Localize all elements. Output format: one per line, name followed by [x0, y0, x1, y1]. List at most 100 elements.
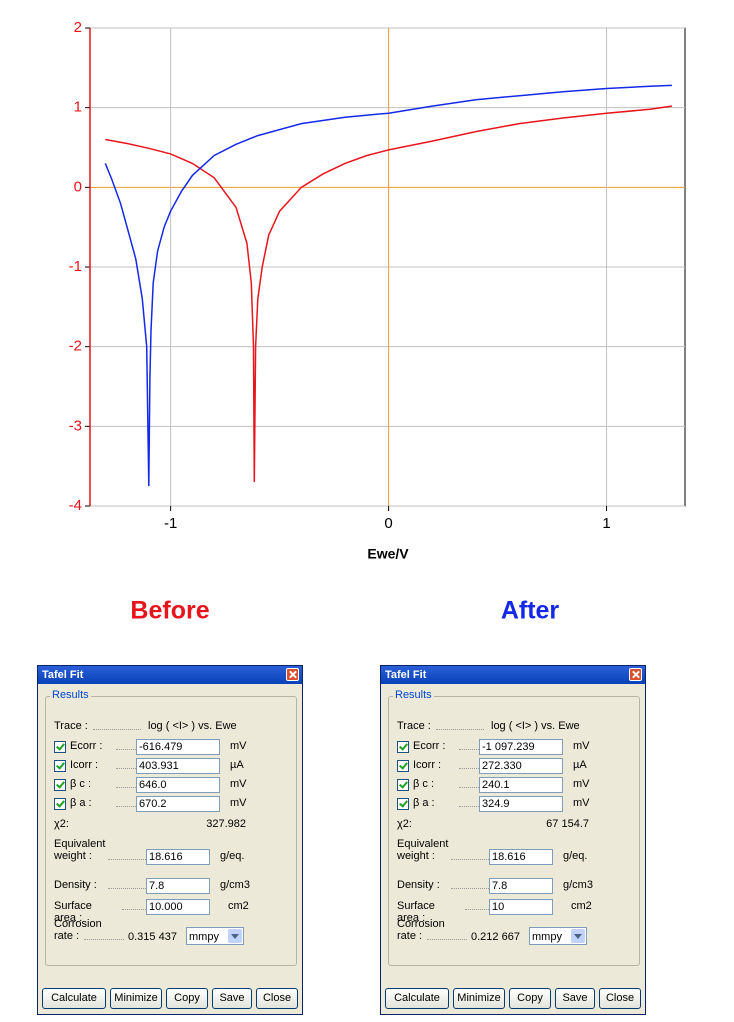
- field-value[interactable]: 272.330: [479, 758, 563, 774]
- leader: [116, 806, 136, 807]
- y-tick-label: 1: [74, 99, 82, 116]
- button[interactable]: Minimize: [110, 988, 162, 1009]
- field-unit: mV: [573, 740, 590, 752]
- y-tick-label: -3: [69, 417, 82, 434]
- leader: [116, 787, 136, 788]
- chi-value: 67 154.7: [546, 818, 589, 830]
- dialog: Tafel Fit Results Trace : log ( <I> ) vs. E…: [380, 665, 646, 1015]
- checkbox[interactable]: [54, 741, 66, 753]
- trace-value: log ( <I> ) vs. Ewe: [491, 720, 580, 732]
- data-line: [105, 105, 673, 483]
- leader: [116, 768, 136, 769]
- data-line: [104, 84, 672, 487]
- group-label: Results: [50, 689, 91, 701]
- leader: [459, 806, 479, 807]
- field-value[interactable]: -1 097.239: [479, 739, 563, 755]
- button[interactable]: Minimize: [453, 988, 505, 1009]
- input-unit: cm2: [571, 900, 592, 912]
- field-unit: mV: [573, 797, 590, 809]
- unit-select[interactable]: mmpy: [529, 927, 587, 945]
- field-label: Ecorr :: [413, 740, 446, 752]
- button[interactable]: Calculate: [385, 988, 449, 1009]
- field-value[interactable]: 240.1: [479, 777, 563, 793]
- close-button[interactable]: [286, 668, 299, 681]
- checkbox[interactable]: [397, 798, 409, 810]
- input-label: Equivalent weight :: [54, 838, 106, 862]
- field-unit: mV: [230, 797, 247, 809]
- rate-label: Corrosion rate :: [54, 918, 102, 942]
- button[interactable]: Close: [599, 988, 641, 1009]
- input-unit: g/cm3: [563, 879, 593, 891]
- checkbox[interactable]: [397, 760, 409, 772]
- group-box: [45, 696, 297, 966]
- leader: [465, 909, 489, 910]
- input-value[interactable]: 10: [489, 899, 553, 915]
- field-label: β a :: [70, 797, 92, 809]
- y-tick-label: -1: [69, 258, 82, 275]
- chi-value: 327.982: [206, 818, 246, 830]
- x-axis-label: Ewe/V: [367, 546, 409, 562]
- leader: [451, 888, 489, 889]
- input-value[interactable]: 18.616: [146, 849, 210, 865]
- input-label: Equivalent weight :: [397, 838, 449, 862]
- input-unit: g/eq.: [220, 850, 245, 862]
- leader: [451, 859, 489, 860]
- field-label: β a :: [413, 797, 435, 809]
- trace-value: log ( <I> ) vs. Ewe: [148, 720, 237, 732]
- rate-value: 0.315 437: [128, 931, 177, 943]
- input-label: Density :: [397, 879, 440, 891]
- field-label: β c :: [70, 778, 91, 790]
- button[interactable]: Copy: [166, 988, 208, 1009]
- button[interactable]: Save: [555, 988, 595, 1009]
- leader: [93, 729, 141, 730]
- checkbox[interactable]: [54, 798, 66, 810]
- field-label: Icorr :: [70, 759, 99, 771]
- field-value[interactable]: 646.0: [136, 777, 220, 793]
- input-value[interactable]: 7.8: [146, 878, 210, 894]
- x-tick-label: 1: [602, 515, 610, 532]
- select-text: mmpy: [189, 931, 219, 943]
- trace-label: Trace :: [54, 720, 88, 732]
- select-arrow: [571, 929, 585, 943]
- x-tick-label: -1: [164, 515, 177, 532]
- leader: [84, 939, 124, 940]
- field-unit: µA: [573, 759, 587, 771]
- group-box: [388, 696, 640, 966]
- dialog: Tafel Fit Results Trace : log ( <I> ) vs. E…: [37, 665, 303, 1015]
- field-label: Icorr :: [413, 759, 442, 771]
- input-label: Surface area :: [397, 900, 435, 924]
- checkbox[interactable]: [54, 779, 66, 791]
- input-value[interactable]: 18.616: [489, 849, 553, 865]
- input-label: Density :: [54, 879, 97, 891]
- rate-label: Corrosion rate :: [397, 918, 445, 942]
- field-value[interactable]: 324.9: [479, 796, 563, 812]
- title-bar: Tafel Fit: [381, 666, 645, 684]
- chi-label: χ2:: [54, 818, 69, 830]
- leader: [427, 939, 467, 940]
- input-value[interactable]: 10.000: [146, 899, 210, 915]
- button[interactable]: Calculate: [42, 988, 106, 1009]
- y-tick-label: 2: [74, 19, 82, 36]
- leader: [459, 768, 479, 769]
- checkbox[interactable]: [397, 741, 409, 753]
- input-unit: g/cm3: [220, 879, 250, 891]
- select-text: mmpy: [532, 931, 562, 943]
- unit-select[interactable]: mmpy: [186, 927, 244, 945]
- field-unit: mV: [573, 778, 590, 790]
- checkbox[interactable]: [54, 760, 66, 772]
- input-unit: g/eq.: [563, 850, 588, 862]
- button[interactable]: Close: [256, 988, 298, 1009]
- checkbox[interactable]: [397, 779, 409, 791]
- close-button[interactable]: [629, 668, 642, 681]
- field-unit: mV: [230, 740, 247, 752]
- series-label: After: [501, 597, 560, 625]
- button[interactable]: Copy: [509, 988, 551, 1009]
- leader: [459, 787, 479, 788]
- button[interactable]: Save: [212, 988, 252, 1009]
- input-value[interactable]: 7.8: [489, 878, 553, 894]
- field-value[interactable]: 403.931: [136, 758, 220, 774]
- field-value[interactable]: 670.2: [136, 796, 220, 812]
- y-tick-label: -4: [69, 497, 82, 514]
- field-value[interactable]: -616.479: [136, 739, 220, 755]
